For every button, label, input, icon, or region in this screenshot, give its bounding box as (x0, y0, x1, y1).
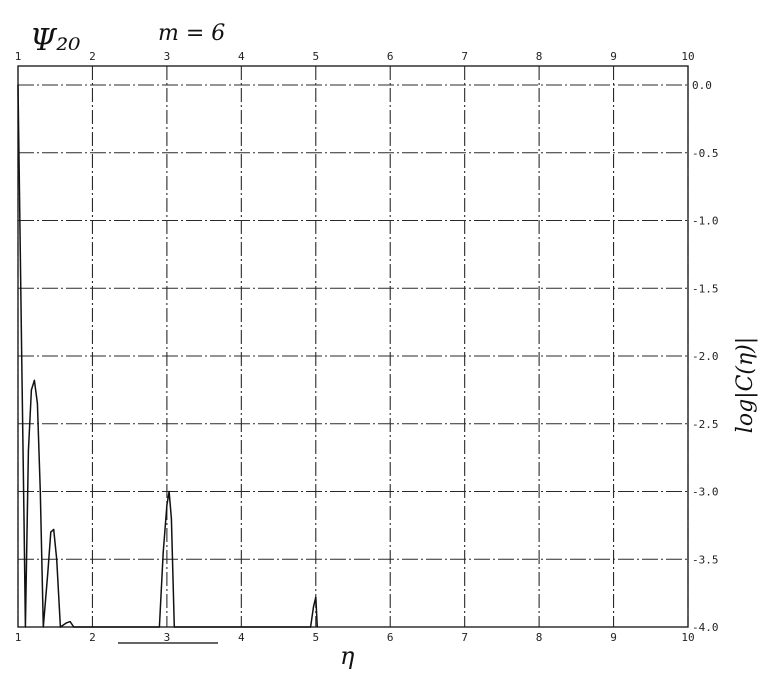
data-point (18, 192, 21, 194)
data-point (33, 379, 35, 381)
x-tick-label-bottom: 1 (15, 631, 22, 644)
x-tick-label-top: 3 (164, 50, 171, 63)
x-tick-label-top: 5 (312, 50, 319, 63)
data-point (168, 490, 170, 493)
x-tick-label-top: 8 (536, 50, 543, 63)
data-point (316, 626, 318, 628)
y-tick-label: -2.0 (692, 350, 719, 363)
x-tick-label-bottom: 7 (461, 631, 468, 644)
x-tick-labels-bottom: 1 2 3 4 5 6 7 8 9 10 (15, 631, 695, 644)
data-point (23, 518, 25, 520)
y-tick-label: -1.0 (692, 215, 719, 228)
y-tick-label: -1.5 (692, 282, 719, 295)
data-point (73, 626, 75, 628)
x-tick-label-top: 10 (681, 50, 694, 63)
x-tick-label-top: 1 (15, 50, 22, 63)
data-point (42, 626, 44, 628)
data-point (166, 504, 168, 506)
x-tick-label-top: 6 (387, 50, 394, 63)
x-tick-label-top: 4 (238, 50, 245, 63)
x-tick-label-bottom: 4 (238, 631, 245, 644)
x-tick-label-bottom: 8 (536, 631, 543, 644)
data-point (309, 626, 312, 628)
y-axis-label: log|C(η)| (733, 337, 758, 433)
data-point (56, 558, 58, 560)
y-tick-label: -2.5 (692, 418, 719, 431)
chart-subtitle: m = 6 (158, 21, 225, 46)
y-tick-label: -3.5 (692, 553, 719, 566)
data-point (21, 355, 23, 357)
x-tick-label-top: 2 (89, 50, 96, 63)
plot-frame (17, 65, 689, 628)
x-tick-label-bottom: 6 (387, 631, 394, 644)
data-point (47, 572, 49, 574)
plot-border (17, 65, 689, 628)
y-tick-label: 0.0 (692, 79, 712, 92)
data-point (53, 528, 55, 531)
data-point (315, 596, 317, 598)
x-tick-label-top: 7 (461, 50, 468, 63)
x-tick-label-bottom: 3 (164, 631, 171, 644)
x-tick-label-top: 9 (610, 50, 617, 63)
data-point (59, 626, 62, 628)
data-point (69, 620, 71, 623)
data-series (17, 84, 319, 628)
x-tick-label-bottom: 5 (312, 631, 319, 644)
data-point (36, 402, 38, 405)
x-tick-label-bottom: 10 (681, 631, 694, 644)
x-tick-labels-top: 1 2 3 4 5 6 7 8 9 10 (15, 50, 695, 63)
data-point (30, 389, 32, 391)
data-point (158, 626, 161, 628)
y-tick-label: -0.5 (692, 147, 719, 160)
x-tick-label-bottom: 2 (89, 631, 96, 644)
data-point (162, 551, 164, 554)
data-point (65, 622, 67, 624)
data-point (312, 606, 315, 608)
data-point (39, 490, 41, 493)
y-tick-labels: 0.0 -0.5 -1.0 -1.5 -2.0 -2.5 -3.0 -3.5 -4.0 (692, 79, 719, 634)
grid (17, 66, 689, 628)
data-point (173, 626, 175, 628)
data-point (50, 531, 52, 533)
y-tick-label: -4.0 (692, 621, 719, 634)
chart-title: Ψ₂₀ (30, 23, 80, 58)
x-axis-label: η (340, 642, 355, 670)
data-point (17, 84, 19, 86)
data-point (24, 626, 27, 628)
data-point (27, 450, 30, 452)
data-point (170, 518, 172, 520)
x-tick-label-bottom: 9 (610, 631, 617, 644)
y-tick-label: -3.0 (692, 486, 719, 499)
